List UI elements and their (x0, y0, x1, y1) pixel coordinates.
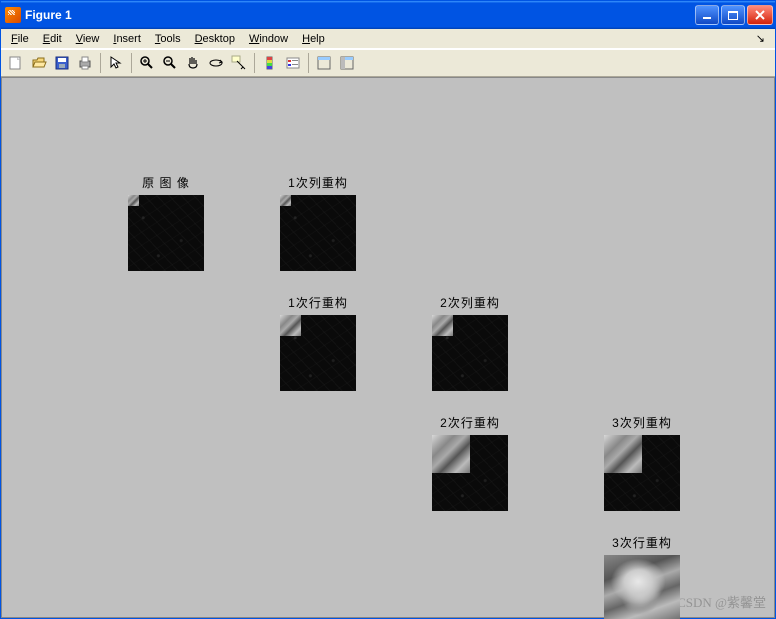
menubar: File Edit View Insert Tools Desktop Wind… (1, 29, 775, 49)
toolbar-separator (100, 53, 101, 73)
show-tools-icon[interactable] (336, 52, 358, 74)
subplot-image (432, 315, 508, 391)
menu-view[interactable]: View (70, 31, 106, 47)
window-title: Figure 1 (25, 8, 695, 22)
figure-window: Figure 1 File Edit View Insert Tools Des… (0, 0, 776, 619)
approximation-patch (280, 315, 301, 336)
subplot-title: 3次行重构 (604, 534, 680, 551)
menu-chevron-icon[interactable]: ↘ (750, 30, 771, 47)
insert-legend-icon[interactable] (282, 52, 304, 74)
rotate3d-icon[interactable] (205, 52, 227, 74)
minimize-button[interactable] (695, 5, 719, 25)
matlab-figure-icon (5, 7, 21, 23)
menu-edit[interactable]: Edit (37, 31, 68, 47)
subplot-image (432, 435, 508, 511)
open-icon[interactable] (28, 52, 50, 74)
window-controls (695, 5, 773, 25)
menu-desktop[interactable]: Desktop (189, 31, 241, 47)
subplot-image (280, 195, 356, 271)
approximation-patch (432, 315, 453, 336)
toolbar-separator (131, 53, 132, 73)
subplot-0-0: 原 图 像 (128, 174, 204, 271)
new-figure-icon[interactable] (5, 52, 27, 74)
approximation-patch (128, 195, 139, 206)
menu-window[interactable]: Window (243, 31, 294, 47)
approximation-patch (432, 435, 470, 473)
menu-file[interactable]: File (5, 31, 35, 47)
subplot-title: 3次列重构 (604, 414, 680, 431)
subplot-image (280, 315, 356, 391)
toolbar (1, 49, 775, 77)
wavelet-detail (280, 195, 356, 271)
menu-help[interactable]: Help (296, 31, 331, 47)
subplot-title: 1次列重构 (280, 174, 356, 191)
subplot-2-3: 3次列重构 (604, 414, 680, 511)
data-cursor-icon[interactable] (228, 52, 250, 74)
print-icon[interactable] (74, 52, 96, 74)
subplot-title: 1次行重构 (280, 294, 356, 311)
zoom-in-icon[interactable] (136, 52, 158, 74)
menu-insert[interactable]: Insert (107, 31, 147, 47)
menu-tools[interactable]: Tools (149, 31, 187, 47)
approximation-patch (604, 435, 642, 473)
subplot-1-2: 2次列重构 (432, 294, 508, 391)
figure-canvas[interactable]: CSDN @紫馨堂 原 图 像 1次列重构 1次行重构 2次列重构 2次行重构 3次列重构… (1, 77, 775, 618)
pointer-icon[interactable] (105, 52, 127, 74)
subplot-image (604, 435, 680, 511)
subplot-image (604, 555, 680, 619)
approximation-patch (280, 195, 291, 206)
subplot-3-3: 3次行重构 (604, 534, 680, 619)
zoom-out-icon[interactable] (159, 52, 181, 74)
toolbar-separator (308, 53, 309, 73)
subplot-0-1: 1次列重构 (280, 174, 356, 271)
pan-icon[interactable] (182, 52, 204, 74)
subplot-1-1: 1次行重构 (280, 294, 356, 391)
watermark-text: CSDN @紫馨堂 (677, 592, 766, 611)
hide-tools-icon[interactable] (313, 52, 335, 74)
save-icon[interactable] (51, 52, 73, 74)
wavelet-detail (128, 195, 204, 271)
subplot-title: 2次列重构 (432, 294, 508, 311)
subplot-2-2: 2次行重构 (432, 414, 508, 511)
maximize-button[interactable] (721, 5, 745, 25)
close-button[interactable] (747, 5, 773, 25)
toolbar-separator (254, 53, 255, 73)
subplot-image (128, 195, 204, 271)
reconstructed-image (604, 555, 680, 619)
titlebar[interactable]: Figure 1 (1, 1, 775, 29)
subplot-title: 2次行重构 (432, 414, 508, 431)
insert-colorbar-icon[interactable] (259, 52, 281, 74)
subplot-title: 原 图 像 (128, 174, 204, 191)
